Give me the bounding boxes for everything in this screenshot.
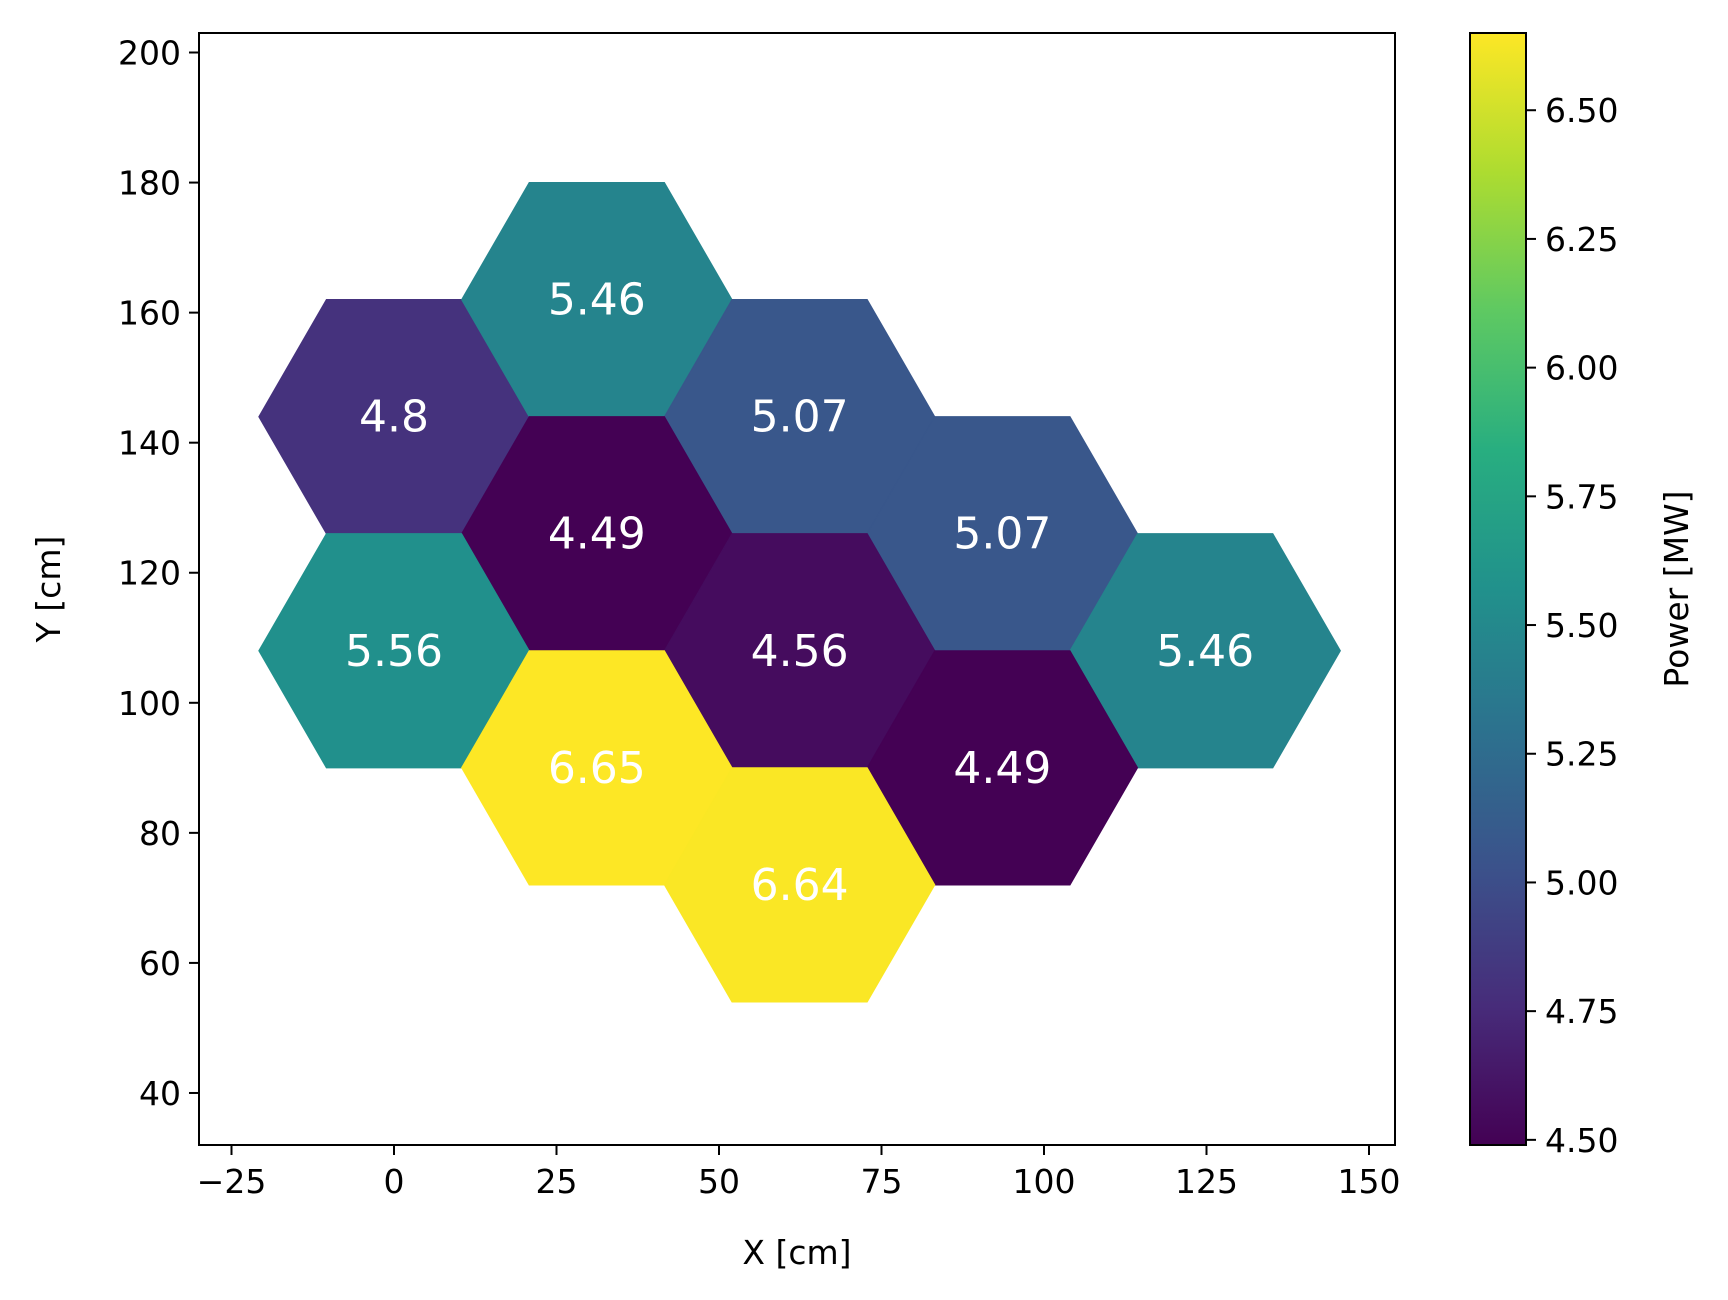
colorbar-tick-label: 6.25 [1545, 220, 1618, 259]
hex-cells [258, 182, 1341, 1003]
x-tick-label: 150 [1338, 1162, 1401, 1201]
y-axis-label: Y [cm] [29, 536, 68, 644]
x-tick-label: 100 [1013, 1162, 1076, 1201]
y-tick-label: 140 [118, 424, 181, 463]
colorbar-tick-label: 5.25 [1545, 735, 1618, 774]
y-tick-label: 160 [118, 294, 181, 333]
y-tick-label: 180 [118, 164, 181, 203]
colorbar-tick-label: 5.75 [1545, 477, 1618, 516]
colorbar-tick-label: 6.00 [1545, 349, 1618, 388]
hex-value-label: 6.65 [548, 743, 646, 794]
y-tick-label: 80 [139, 814, 181, 853]
x-tick-label: 75 [861, 1162, 903, 1201]
x-tick-label: 0 [384, 1162, 405, 1201]
y-tick-label: 120 [118, 554, 181, 593]
hex-value-label: 4.56 [751, 626, 849, 677]
colorbar-tick-label: 5.00 [1545, 863, 1618, 902]
y-tick-label: 40 [139, 1074, 181, 1113]
hex-value-label: 4.49 [953, 743, 1051, 794]
hex-value-label: 5.07 [953, 509, 1051, 560]
x-axis: −25 0 25 50 75 100 125 150 [197, 1145, 1401, 1201]
x-tick-label: 25 [536, 1162, 578, 1201]
hex-value-label: 5.07 [751, 392, 849, 443]
y-axis: 40 60 80 100 120 140 160 180 200 [118, 34, 199, 1113]
y-tick-label: 100 [118, 684, 181, 723]
hex-value-label: 5.56 [345, 626, 443, 677]
hex-cell [663, 767, 936, 1003]
hex-value-labels: 4.8 5.46 5.07 4.49 5.07 5.56 4.56 5.46 6.65 4.49 6… [345, 275, 1254, 911]
colorbar-gradient [1469, 32, 1527, 1146]
colorbar-tick-label: 5.50 [1545, 606, 1618, 645]
plot-frame [198, 32, 1396, 1146]
x-axis-label: X [cm] [742, 1233, 851, 1272]
plot-area: 4.8 5.46 5.07 4.49 5.07 5.56 4.56 5.46 6.65 4.49 6… [198, 32, 1396, 1146]
colorbar-label: Power [MW] [1657, 490, 1696, 687]
y-tick-label: 200 [118, 34, 181, 73]
hex-value-label: 4.49 [548, 509, 646, 560]
hex-value-label: 5.46 [548, 275, 646, 326]
x-tick-label: 125 [1175, 1162, 1238, 1201]
hex-value-label: 5.46 [1156, 626, 1254, 677]
hex-value-label: 4.8 [359, 392, 429, 443]
colorbar-tick-label: 4.75 [1545, 992, 1618, 1031]
colorbar-tick-label: 4.50 [1545, 1121, 1618, 1160]
colorbar: 4.50 4.75 5.00 5.25 5.50 5.75 6.00 6.25 6.50 Pow… [1469, 32, 1696, 1160]
colorbar-ticks: 4.50 4.75 5.00 5.25 5.50 5.75 6.00 6.25 6.50 [1526, 91, 1618, 1160]
x-tick-label: −25 [197, 1162, 267, 1201]
y-tick-label: 60 [139, 944, 181, 983]
hex-value-label: 6.64 [751, 860, 849, 911]
colorbar-tick-label: 6.50 [1545, 91, 1618, 130]
x-tick-label: 50 [698, 1162, 740, 1201]
